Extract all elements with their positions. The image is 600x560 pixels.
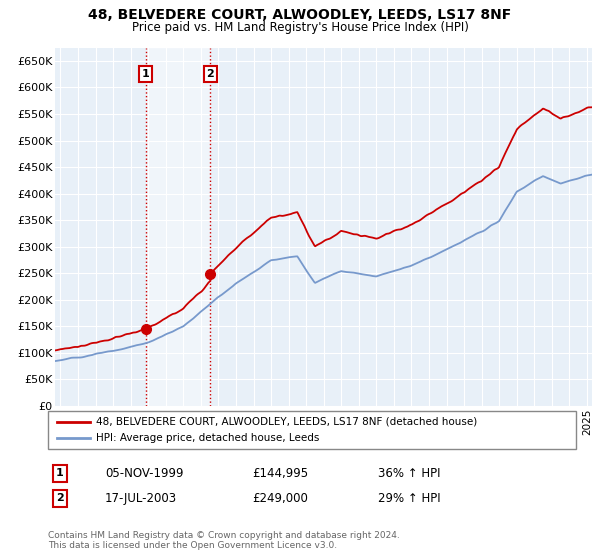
Text: HPI: Average price, detached house, Leeds: HPI: Average price, detached house, Leed… [96,433,319,444]
Text: Contains HM Land Registry data © Crown copyright and database right 2024.
This d: Contains HM Land Registry data © Crown c… [48,531,400,550]
Text: £249,000: £249,000 [252,492,308,505]
Text: £144,995: £144,995 [252,466,308,480]
Text: 48, BELVEDERE COURT, ALWOODLEY, LEEDS, LS17 8NF: 48, BELVEDERE COURT, ALWOODLEY, LEEDS, L… [88,8,512,22]
Text: 2: 2 [206,69,214,79]
Text: Price paid vs. HM Land Registry's House Price Index (HPI): Price paid vs. HM Land Registry's House … [131,21,469,34]
Text: 2: 2 [56,493,64,503]
Text: 1: 1 [56,468,64,478]
Text: 05-NOV-1999: 05-NOV-1999 [105,466,184,480]
Text: 48, BELVEDERE COURT, ALWOODLEY, LEEDS, LS17 8NF (detached house): 48, BELVEDERE COURT, ALWOODLEY, LEEDS, L… [96,417,477,427]
Bar [146,48,211,406]
Text: 29% ↑ HPI: 29% ↑ HPI [378,492,440,505]
Text: 17-JUL-2003: 17-JUL-2003 [105,492,177,505]
Text: 1: 1 [142,69,149,79]
Text: 36% ↑ HPI: 36% ↑ HPI [378,466,440,480]
